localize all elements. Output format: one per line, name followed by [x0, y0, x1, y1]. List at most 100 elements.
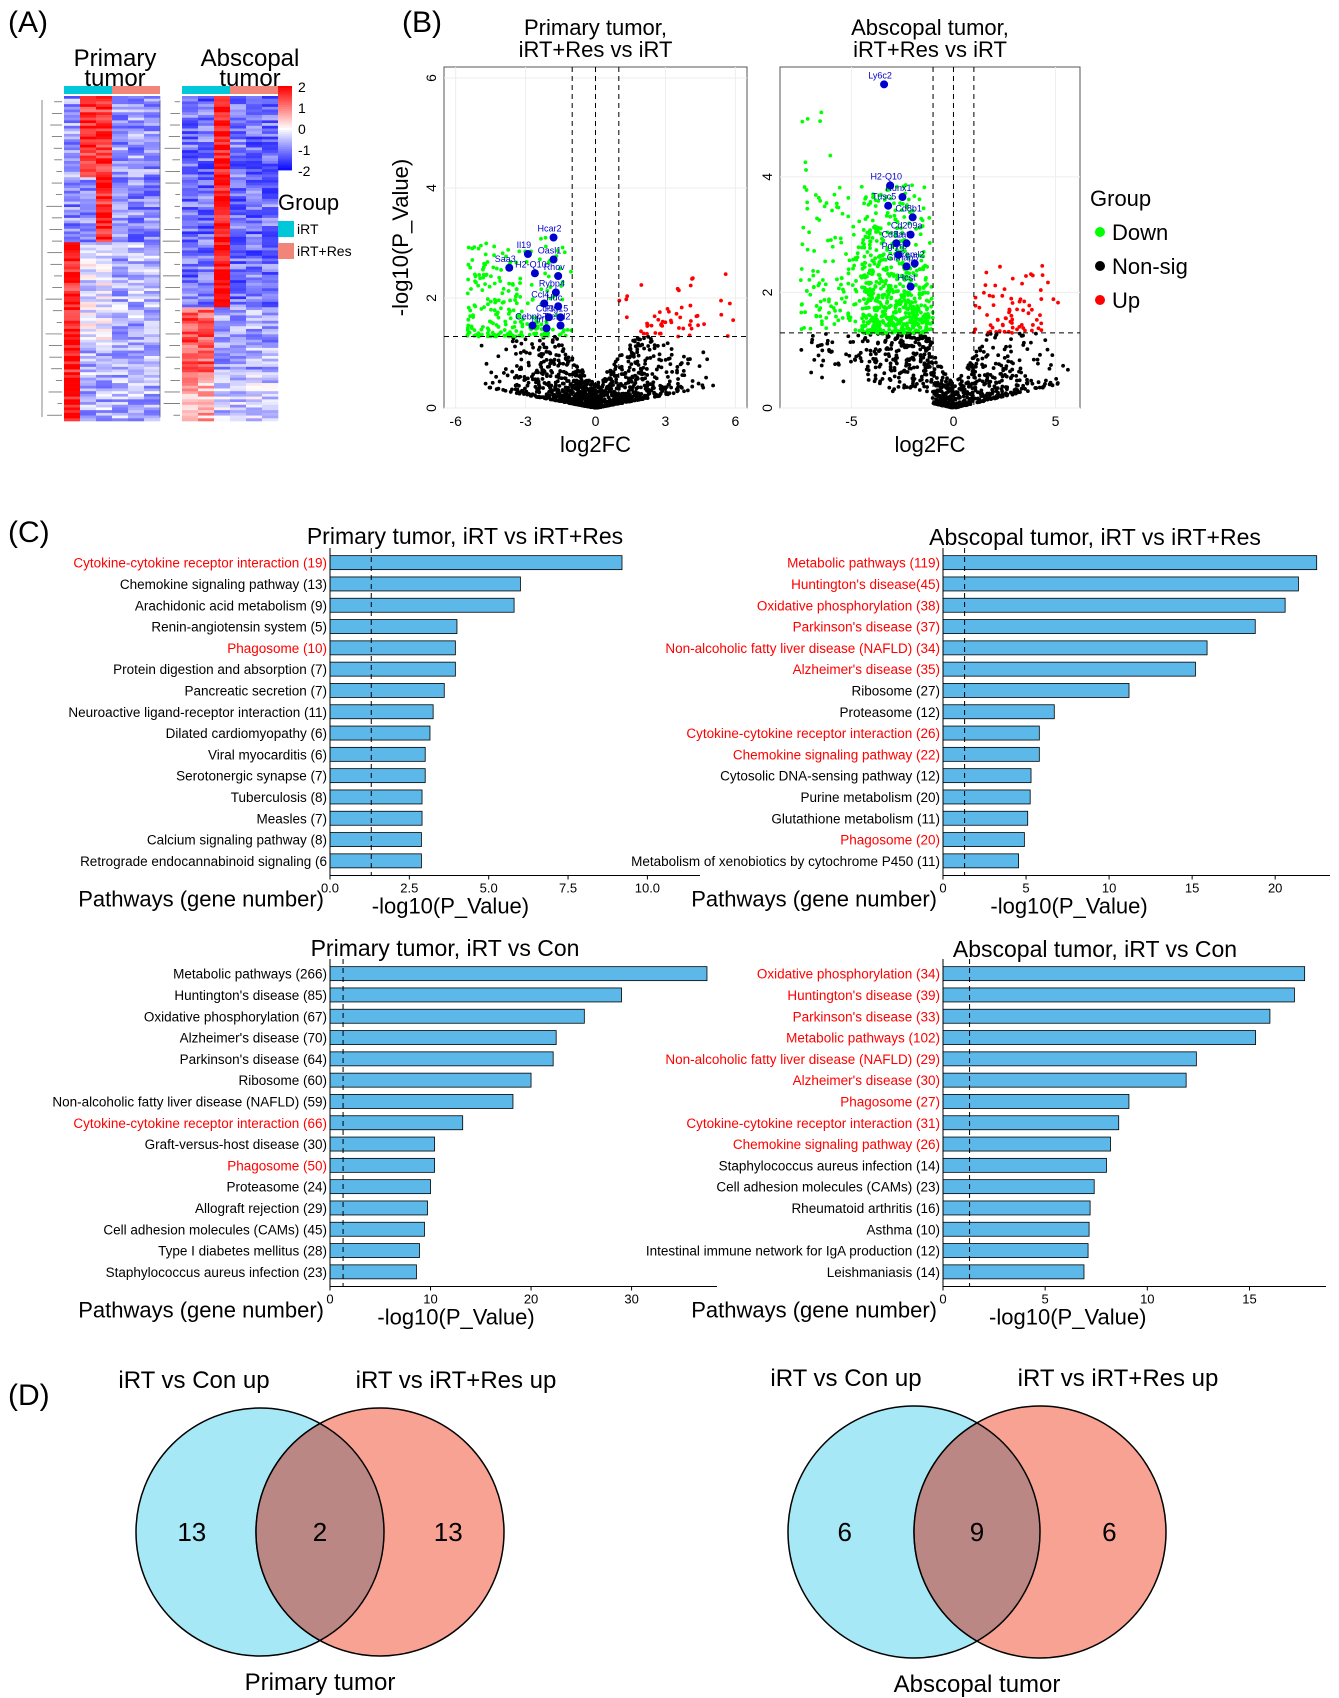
heatmap-cell-primary [144, 280, 161, 284]
data-point [471, 313, 475, 318]
data-point [481, 275, 486, 280]
gene-label: Il19 [517, 240, 532, 250]
heatmap-cell-primary [96, 177, 113, 181]
heatmap-cell-primary [144, 391, 161, 395]
heatmap-cell-abscopal [262, 139, 279, 143]
data-point [904, 315, 909, 319]
heatmap-cell-primary [80, 285, 97, 289]
heatmap-cell-primary [128, 236, 145, 240]
heatmap-cell-primary [144, 117, 161, 121]
bar [329, 966, 708, 982]
data-point [557, 353, 561, 358]
data-point [704, 375, 708, 380]
data-point [927, 346, 931, 351]
heatmap-cell-abscopal [262, 296, 279, 300]
data-point [550, 388, 555, 393]
heatmap-cell-abscopal [230, 209, 247, 213]
heatmap-cell-primary [96, 347, 113, 351]
data-point [1019, 333, 1024, 338]
data-point [571, 378, 576, 383]
data-point [629, 379, 634, 384]
heatmap-cell-primary [112, 207, 129, 211]
data-point [861, 228, 866, 232]
heatmap-cell-abscopal [198, 98, 215, 102]
heatmap-cell-primary [80, 161, 97, 165]
data-point [558, 369, 563, 373]
data-point [862, 254, 867, 259]
heatmap-cell-abscopal [198, 274, 215, 278]
heatmap-cell-abscopal [246, 139, 263, 143]
data-point [818, 199, 823, 203]
data-point [524, 260, 529, 264]
data-point [873, 298, 878, 303]
heatmap-cell-primary [112, 109, 129, 113]
heatmap-cell-primary [64, 226, 81, 230]
data-point [987, 380, 992, 385]
heatmap-cell-primary [96, 204, 113, 208]
data-point [484, 241, 489, 246]
heatmap-cell-abscopal [246, 179, 263, 183]
heatmap-cell-primary [128, 358, 145, 362]
data-point [548, 385, 553, 390]
bar [942, 597, 1286, 613]
heatmap-cell-abscopal [230, 358, 247, 362]
heatmap-cell-abscopal [182, 188, 199, 192]
data-point [857, 353, 861, 358]
color-scale-step [278, 111, 292, 114]
data-point [993, 283, 998, 288]
heatmap-cell-abscopal [198, 234, 215, 238]
heatmap-cell-primary [144, 410, 161, 414]
data-point [554, 394, 558, 399]
heatmap-cell-primary [144, 231, 161, 235]
heatmap-cell-primary [96, 418, 113, 422]
data-point [480, 288, 485, 293]
data-point [548, 285, 553, 290]
data-point [502, 333, 507, 338]
heatmap-cell-primary [112, 223, 129, 227]
data-point [923, 312, 927, 317]
heatmap-cell-abscopal [182, 377, 199, 381]
data-point [633, 344, 638, 349]
data-point [569, 269, 573, 274]
data-point [550, 340, 555, 344]
color-scale-step [278, 144, 292, 148]
heatmap-cell-primary [80, 114, 97, 118]
data-point [892, 365, 897, 370]
data-point [1039, 321, 1044, 326]
data-point [1021, 383, 1026, 388]
heatmap-cell-primary [128, 347, 145, 351]
heatmap-cell-abscopal [262, 285, 279, 289]
heatmap-cell-primary [144, 128, 161, 132]
color-scale-step [278, 94, 292, 97]
data-point [934, 391, 939, 396]
data-point [860, 316, 864, 321]
heatmap-cell-abscopal [214, 101, 231, 105]
heatmap-cell-abscopal [262, 220, 279, 224]
heatmap-cell-primary [112, 402, 129, 406]
heatmap-cell-abscopal [246, 101, 263, 105]
heatmap-cell-primary [64, 342, 81, 346]
pathway-label: Chemokine signaling pathway (13) [120, 577, 327, 592]
heatmap-cell-abscopal [262, 388, 279, 392]
heatmap-cell-primary [128, 207, 145, 211]
data-point [514, 364, 519, 368]
data-point [535, 395, 540, 399]
heatmap-cell-primary [80, 158, 97, 162]
heatmap-cell-primary [64, 299, 81, 303]
data-point [869, 281, 873, 285]
data-point [1000, 392, 1005, 397]
heatmap-cell-primary [144, 282, 161, 286]
data-point [675, 365, 680, 369]
heatmap-cell-abscopal [230, 312, 247, 316]
data-point [816, 195, 821, 200]
heatmap-cell-abscopal [198, 347, 215, 351]
data-point [919, 374, 924, 379]
heatmap-cell-abscopal [198, 171, 215, 175]
data-point [514, 287, 519, 292]
heatmap-cell-primary [80, 177, 97, 181]
heatmap-cell-abscopal [214, 169, 231, 173]
heatmap-cell-abscopal [198, 177, 215, 181]
data-point [503, 388, 508, 393]
data-point [607, 397, 612, 402]
